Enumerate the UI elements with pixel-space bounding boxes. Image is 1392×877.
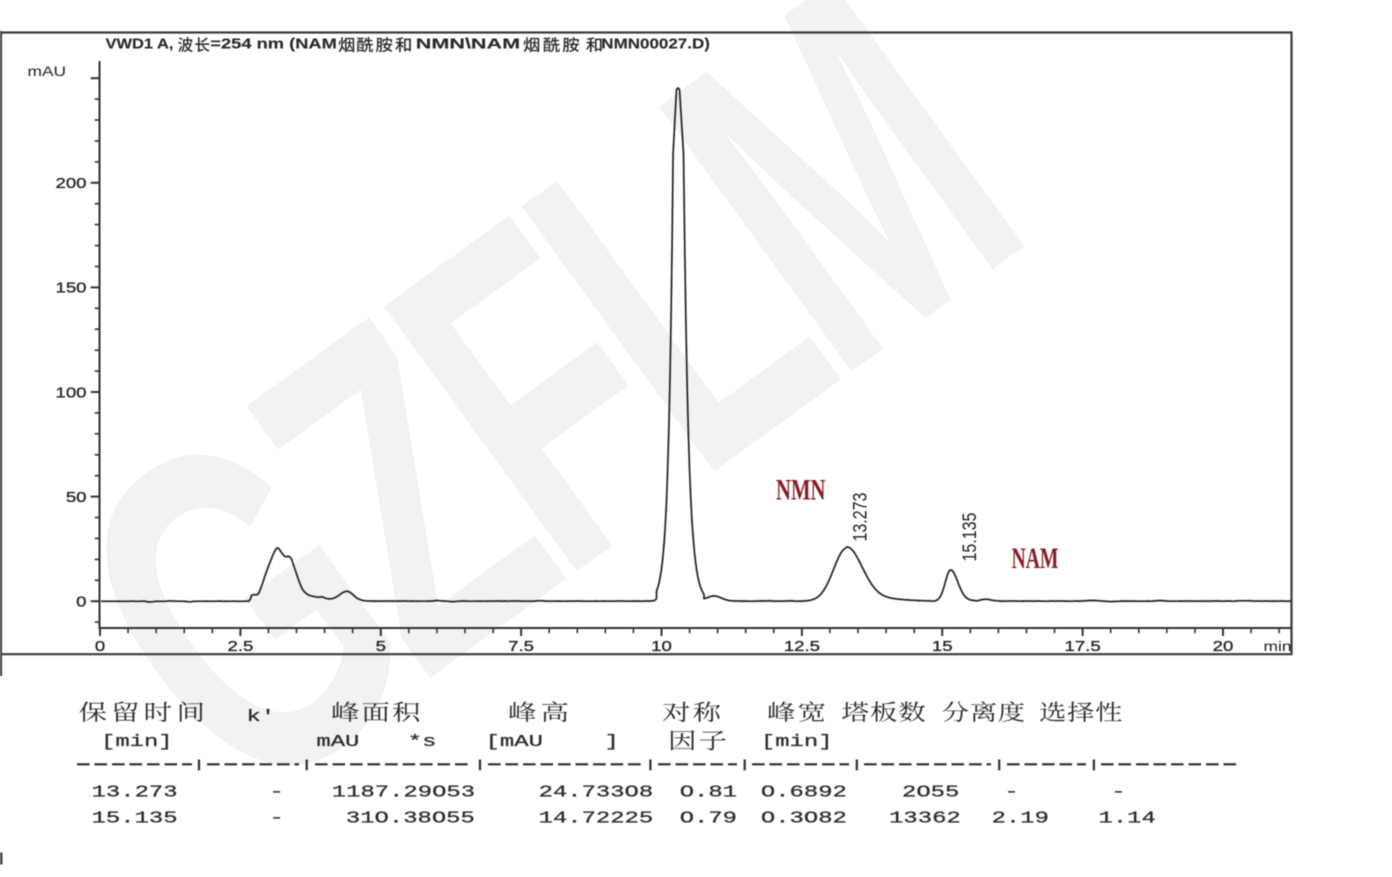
svg-text:15: 15: [932, 637, 953, 654]
svg-text:150: 150: [56, 279, 87, 296]
svg-text:14.72225: 14.72225: [539, 809, 654, 828]
svg-text:13.273: 13.273: [849, 493, 871, 542]
svg-text:1.14: 1.14: [1099, 809, 1156, 828]
svg-text:31O.38O55: 31O.38O55: [346, 809, 475, 828]
svg-text:24.733O8: 24.733O8: [539, 783, 654, 802]
svg-text:15.135: 15.135: [92, 809, 178, 828]
svg-text:NMN00027.D): NMN00027.D): [601, 35, 710, 52]
svg-text:13.273: 13.273: [92, 783, 178, 802]
svg-text:15.135: 15.135: [958, 513, 980, 562]
svg-text:mAU: mAU: [28, 64, 67, 79]
svg-text:2.5: 2.5: [227, 637, 253, 654]
svg-text:]: ]: [605, 733, 619, 752]
svg-text:[min]: [min]: [761, 733, 833, 752]
svg-text:-: -: [1004, 783, 1018, 802]
svg-text:17.5: 17.5: [1065, 637, 1101, 654]
svg-text:O.6892: O.6892: [761, 783, 847, 802]
svg-text:VWD1 A,: VWD1 A,: [106, 35, 174, 52]
svg-text:-: -: [270, 809, 284, 828]
svg-text:2O55: 2O55: [902, 783, 959, 802]
svg-text:0: 0: [76, 593, 86, 610]
svg-text:[min]: [min]: [101, 733, 173, 752]
svg-text:*s: *s: [408, 733, 437, 752]
svg-text:0: 0: [95, 637, 105, 654]
svg-text:5: 5: [376, 637, 386, 654]
svg-text:-: -: [1111, 783, 1125, 802]
svg-text:min: min: [1264, 639, 1292, 654]
svg-text:13362: 13362: [889, 809, 961, 828]
svg-text:k': k': [247, 708, 276, 727]
svg-text:O.79: O.79: [680, 809, 737, 828]
svg-text:50: 50: [66, 489, 87, 506]
svg-text:NAM: NAM: [1012, 543, 1059, 575]
svg-text:-: -: [270, 783, 284, 802]
svg-text:200: 200: [56, 175, 87, 192]
svg-text:2.19: 2.19: [992, 809, 1049, 828]
svg-text:20: 20: [1213, 637, 1234, 654]
svg-text:12.5: 12.5: [784, 637, 820, 654]
svg-text:O.3O82: O.3O82: [761, 809, 847, 828]
svg-text:=254 nm (NAM: =254 nm (NAM: [210, 35, 337, 52]
svg-text:7.5: 7.5: [508, 637, 534, 654]
svg-text:100: 100: [56, 384, 87, 401]
svg-text:10: 10: [651, 637, 672, 654]
svg-text:NMN: NMN: [776, 474, 826, 506]
svg-text:1187.29O53: 1187.29O53: [332, 783, 475, 802]
svg-text:mAU: mAU: [316, 733, 359, 752]
svg-text:O.81: O.81: [680, 783, 737, 802]
svg-text:[mAU: [mAU: [486, 733, 543, 752]
svg-text:NMN\NAM: NMN\NAM: [416, 35, 520, 52]
